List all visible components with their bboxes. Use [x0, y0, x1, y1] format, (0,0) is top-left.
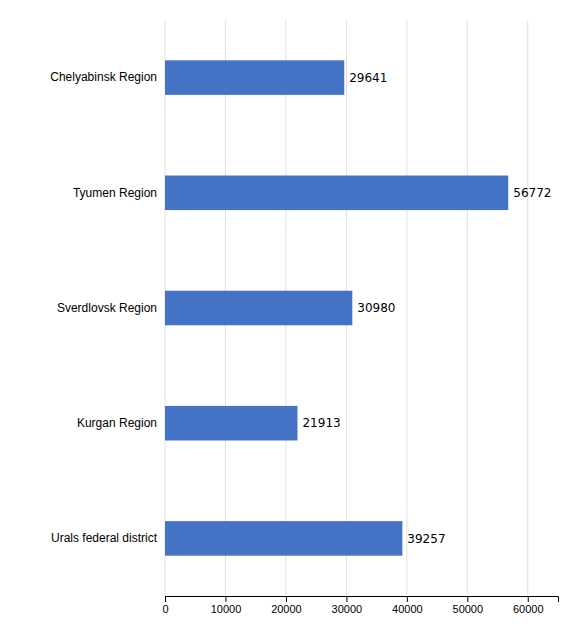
- bar: [165, 60, 344, 95]
- grid-line: [467, 20, 468, 596]
- bar: [165, 176, 508, 211]
- y-tick: Sverdlovsk Region: [57, 301, 157, 315]
- x-tick-label: 60000: [513, 603, 544, 615]
- x-tick-label: 20000: [271, 603, 302, 615]
- bar: [165, 291, 352, 326]
- chart: 0 10000 20000 30000 40000 50000 60000 Chelyabin…: [0, 0, 588, 636]
- x-tick: 60000: [513, 596, 544, 615]
- data-label: 29641: [349, 71, 387, 85]
- x-tick-label: 10000: [211, 603, 242, 615]
- y-tick-label: Tyumen Region: [73, 186, 157, 200]
- x-tick-mark: [286, 596, 287, 602]
- y-tick-label: Sverdlovsk Region: [57, 301, 157, 315]
- grid-line: [406, 20, 407, 596]
- plot: 0 10000 20000 30000 40000 50000 60000 Chelyabin…: [50, 20, 558, 615]
- x-tick-mark: [467, 596, 468, 602]
- bars: [165, 60, 508, 555]
- data-label: 39257: [407, 532, 445, 546]
- data-label: 56772: [513, 186, 551, 200]
- x-tick: 50000: [453, 596, 484, 615]
- x-tick: 0: [162, 596, 168, 615]
- data-label: 21913: [302, 416, 340, 430]
- y-tick: Kurgan Region: [77, 416, 157, 430]
- x-tick: 40000: [392, 596, 423, 615]
- x-axis-line: [166, 597, 559, 603]
- bar: [165, 521, 402, 556]
- y-tick-label: Chelyabinsk Region: [50, 70, 157, 84]
- x-tick-label: 0: [162, 603, 168, 615]
- y-tick: Chelyabinsk Region: [50, 70, 157, 84]
- x-tick: 30000: [332, 596, 363, 615]
- x-tick-mark: [528, 596, 529, 602]
- y-tick: Urals federal district: [51, 531, 158, 545]
- x-tick-mark: [407, 596, 408, 602]
- data-labels: 39257 21913 30980 56772 29641: [302, 71, 551, 546]
- chart-container: 0 10000 20000 30000 40000 50000 60000 Chelyabin…: [0, 0, 588, 636]
- x-tick: 20000: [271, 596, 302, 615]
- grid-line: [527, 20, 528, 596]
- x-tick: 10000: [211, 596, 242, 615]
- y-tick-label: Kurgan Region: [77, 416, 157, 430]
- x-tick-mark: [225, 596, 226, 602]
- x-axis: 0 10000 20000 30000 40000 50000 60000: [162, 596, 558, 615]
- y-tick-label: Urals federal district: [51, 531, 158, 545]
- x-tick-label: 50000: [453, 603, 484, 615]
- y-axis: Chelyabinsk Region Tyumen Region Sverdlovs…: [50, 70, 157, 545]
- x-tick-mark: [165, 596, 166, 602]
- x-tick-label: 30000: [332, 603, 363, 615]
- data-label: 30980: [357, 301, 395, 315]
- grid: [165, 20, 528, 596]
- x-tick-label: 40000: [392, 603, 423, 615]
- x-tick-mark: [346, 596, 347, 602]
- bar: [165, 406, 297, 441]
- y-tick: Tyumen Region: [73, 186, 157, 200]
